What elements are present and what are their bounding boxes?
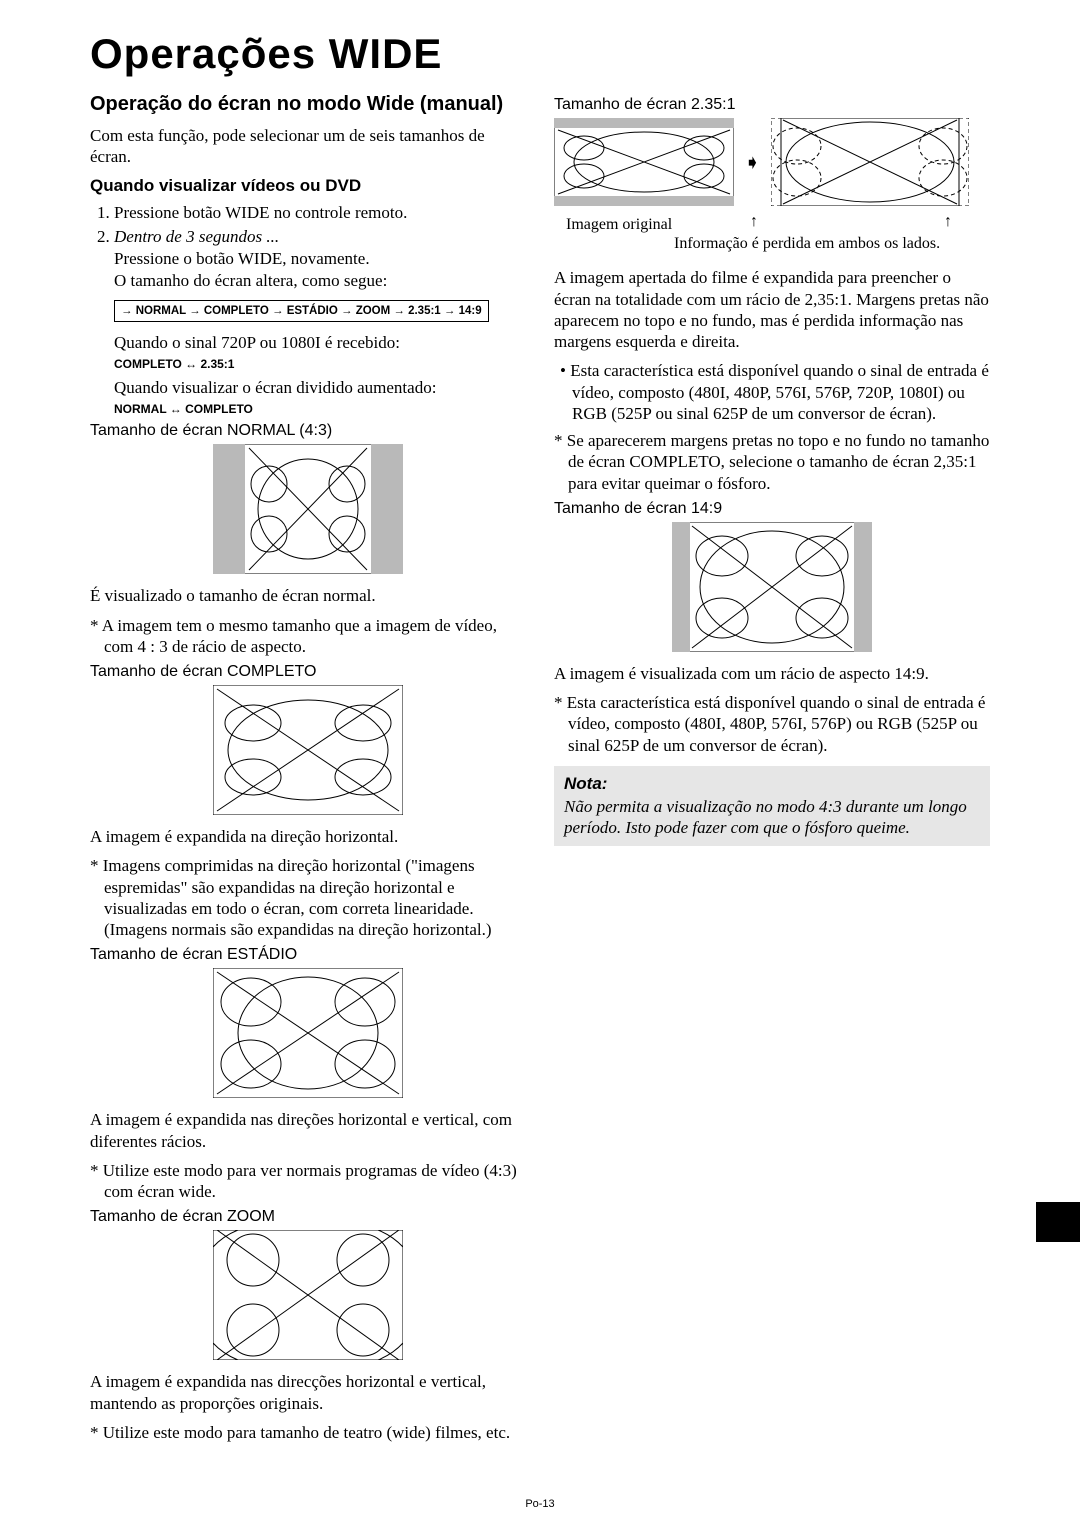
s235-note: * Se aparecerem margens pretas no topo e… [554,430,990,494]
completo-diagram [90,685,526,820]
page-title: Operações WIDE [90,30,990,78]
content-columns: Operação do écran no modo Wide (manual) … [90,92,990,1449]
s235-original [554,118,734,211]
when-split: Quando visualizar o écran dividido aumen… [114,377,526,398]
s235-desc: A imagem apertada do filme é expandida p… [554,267,990,352]
completo-note: * Imagens comprimidas na direção horizon… [90,855,526,940]
normal-label: Tamanho de écran NORMAL (4:3) [90,422,526,440]
up-arrows: ↑↑ [744,213,954,234]
normal-diagram [90,444,526,579]
zoom-note: * Utilize este modo para tamanho de teat… [90,1422,526,1443]
completo-desc: A imagem é expandida na direção horizont… [90,826,526,847]
completo-label: Tamanho de écran COMPLETO [90,663,526,681]
estadio-label: Tamanho de écran ESTÁDIO [90,946,526,964]
s235-diagram-pair: ➧ [554,118,990,211]
estadio-desc: A imagem é expandida nas direções horizo… [90,1109,526,1152]
when-720p: Quando o sinal 720P ou 1080I é recebido: [114,332,526,353]
sub-heading: Quando visualizar vídeos ou DVD [90,176,526,196]
page-number: Po-13 [0,1498,1080,1510]
s149-desc: A imagem é visualizada com um rácio de a… [554,663,990,684]
arrow-right-icon: ➧ [744,118,761,206]
step-1: Pressione botão WIDE no controle remoto. [114,202,526,224]
step-2: Dentro de 3 segundos ... Pressione o bot… [114,226,526,292]
section-title: Operação do écran no modo Wide (manual) [90,92,526,117]
normal-desc: É visualizado o tamanho de écran normal. [90,585,526,606]
right-column: Tamanho de écran 2.35:1 [554,92,990,1449]
s149-note: * Esta característica está disponível qu… [554,692,990,756]
sequence-720: COMPLETO ↔ 2.35:1 [114,357,526,371]
nota-title: Nota: [564,774,980,794]
up-arrow-icon: ↑ [750,213,758,234]
s149-diagram [554,522,990,657]
estadio-note: * Utilize este modo para ver normais pro… [90,1160,526,1203]
step-2b: O tamanho do écran altera, como segue: [114,271,387,290]
step-2-lead: Dentro de 3 segundos ... [114,227,279,246]
info-lost: Informação é perdida em ambos os lados. [674,234,990,253]
zoom-label: Tamanho de écran ZOOM [90,1208,526,1226]
normal-note: * A imagem tem o mesmo tamanho que a ima… [90,615,526,658]
zoom-desc: A imagem é expandida nas direcções horiz… [90,1371,526,1414]
nota-box: Nota: Não permita a visualização no modo… [554,766,990,847]
s149-label: Tamanho de écran 14:9 [554,500,990,518]
s235-caption-left: Imagem original [554,215,744,234]
side-tab [1036,1202,1080,1242]
estadio-diagram [90,968,526,1103]
s235-result [771,118,969,211]
intro-text: Com esta função, pode selecionar um de s… [90,125,526,168]
step-2a: Pressione o botão WIDE, novamente. [114,249,370,268]
zoom-diagram [90,1230,526,1365]
left-column: Operação do écran no modo Wide (manual) … [90,92,526,1449]
sequence-split: NORMAL ↔ COMPLETO [114,402,526,416]
sequence-box-full: → NORMAL → COMPLETO → ESTÁDIO → ZOOM → 2… [114,300,489,322]
steps-list: Pressione botão WIDE no controle remoto.… [90,202,526,292]
s235-bullet: • Esta característica está disponível qu… [554,360,990,424]
nota-body: Não permita a visualização no modo 4:3 d… [564,796,980,839]
up-arrow-icon: ↑ [944,213,952,234]
s235-label: Tamanho de écran 2.35:1 [554,96,990,114]
